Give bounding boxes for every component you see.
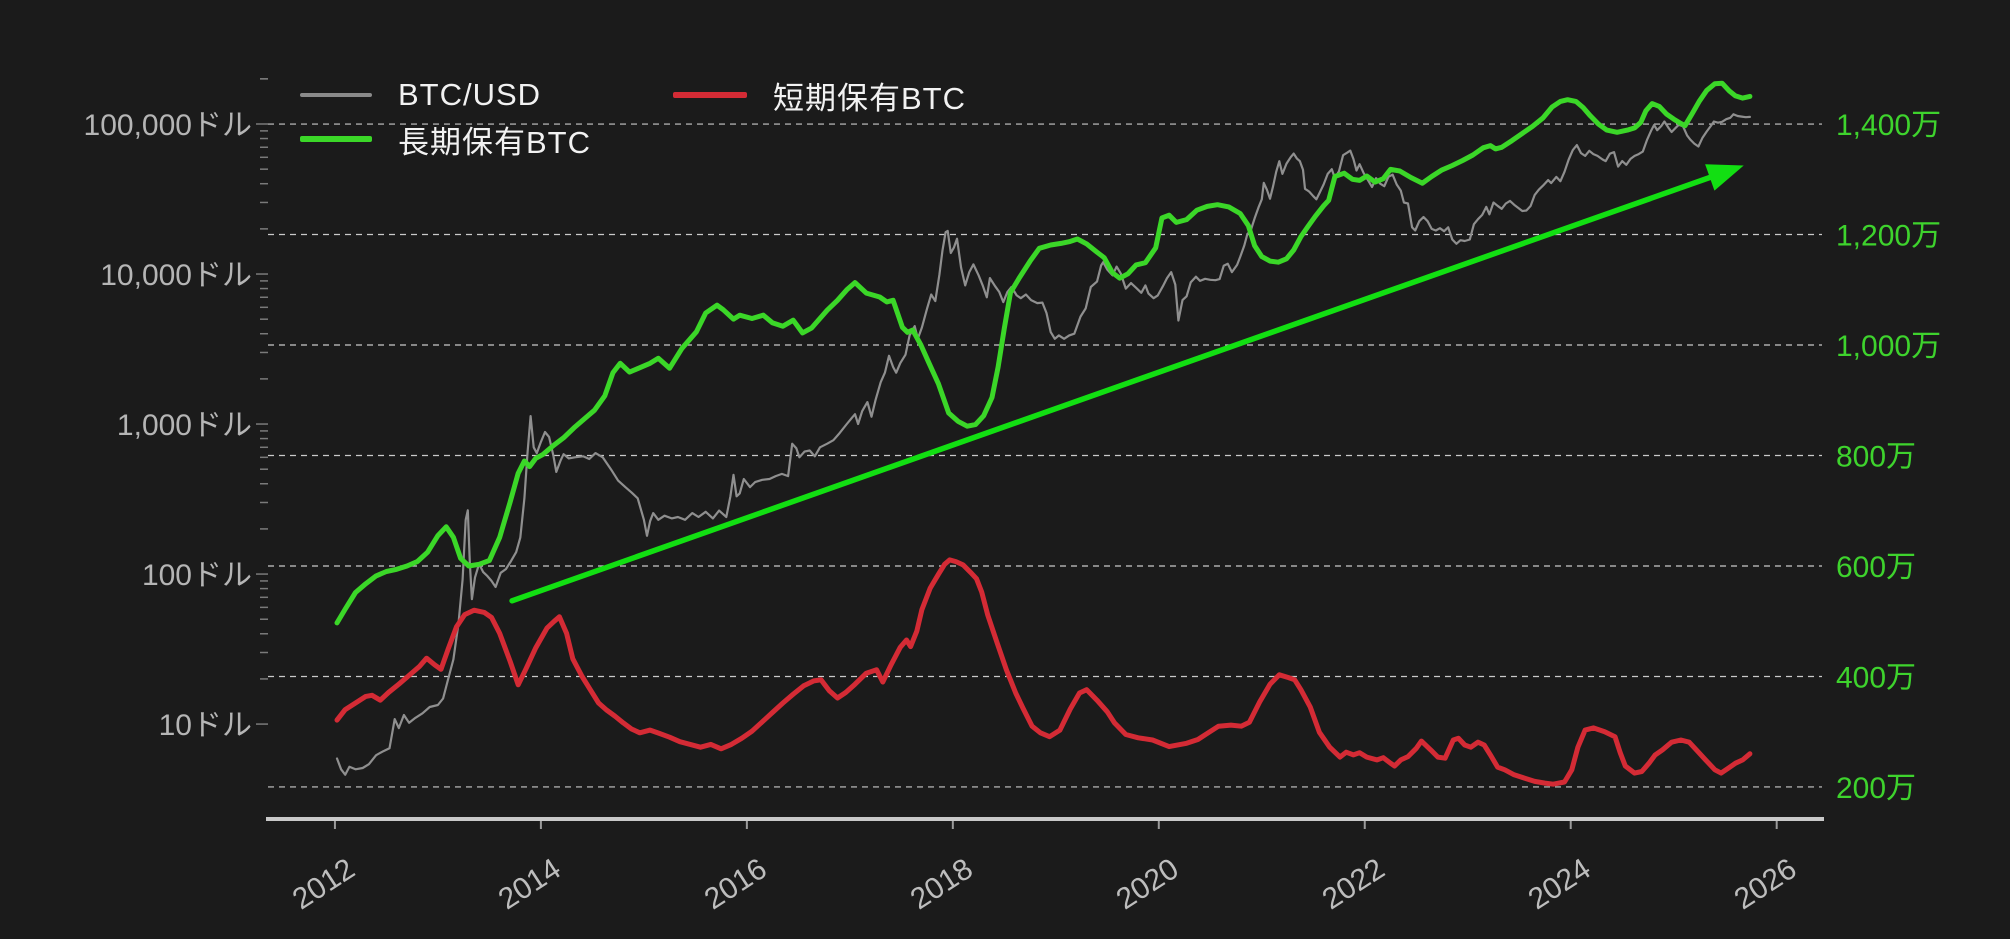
x-tick-label: 2014 — [493, 852, 567, 916]
legend-label-long-term-btc: 長期保有BTC — [398, 124, 591, 160]
y-left-tick-label: 1,000ドル — [117, 409, 252, 442]
legend-item-short-term-btc: 短期保有BTC — [673, 76, 966, 116]
x-tick-label: 2018 — [905, 852, 979, 916]
trend-arrow-line — [509, 168, 1730, 604]
x-tick-label: 2024 — [1523, 852, 1597, 916]
y-right-tick-label: 400万 — [1836, 661, 1916, 694]
y-right-tick-label: 1,200万 — [1836, 220, 1941, 253]
x-tick-label: 2026 — [1729, 852, 1803, 916]
x-tick-label: 2012 — [287, 852, 361, 916]
series-line--btc — [334, 80, 1753, 626]
y-left-tick-label: 100ドル — [142, 559, 252, 592]
legend-label-btc-usd: BTC/USD — [398, 77, 542, 112]
x-tick-label: 2016 — [699, 852, 773, 916]
y-right-tick-label: 1,000万 — [1836, 330, 1941, 363]
legend-item-long-term-btc: 長期保有BTC — [300, 120, 591, 160]
short-term-btc-line-swatch-icon — [673, 92, 747, 98]
y-left-tick-label: 100,000ドル — [84, 109, 252, 142]
y-right-tick-label: 1,400万 — [1836, 109, 1941, 142]
trend-arrow-head-icon — [1705, 164, 1744, 191]
x-tick-label: 2020 — [1111, 852, 1185, 916]
series-line--btc — [334, 557, 1753, 787]
legend-item-btc-usd: BTC/USD — [300, 76, 541, 114]
y-right-tick-label: 600万 — [1836, 551, 1916, 584]
btc-usd-line-swatch-icon — [300, 93, 372, 97]
long-term-btc-line-swatch-icon — [300, 135, 372, 143]
y-left-tick-label: 10,000ドル — [100, 259, 252, 292]
legend-label-short-term-btc: 短期保有BTC — [773, 80, 966, 116]
y-left-tick-label: 10ドル — [159, 709, 252, 742]
series-line-btc-usd — [335, 113, 1752, 776]
y-right-tick-label: 200万 — [1836, 772, 1916, 805]
y-right-tick-label: 800万 — [1836, 441, 1916, 474]
x-tick-label: 2022 — [1317, 852, 1391, 916]
